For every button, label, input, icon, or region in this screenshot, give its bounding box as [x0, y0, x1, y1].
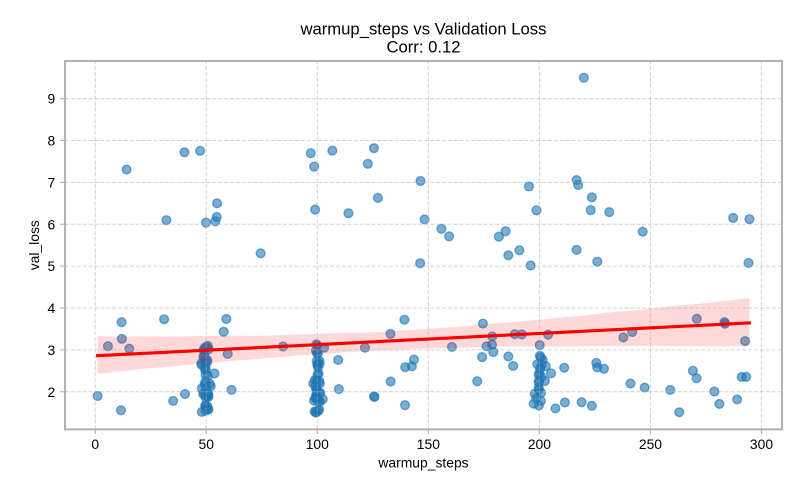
svg-text:2: 2: [48, 384, 56, 400]
svg-text:4: 4: [48, 300, 56, 316]
svg-text:50: 50: [199, 436, 215, 452]
svg-text:150: 150: [417, 436, 440, 452]
svg-text:9: 9: [48, 91, 56, 107]
svg-text:3: 3: [48, 342, 56, 358]
svg-text:6: 6: [48, 216, 56, 232]
svg-text:val_loss: val_loss: [26, 220, 42, 270]
svg-text:8: 8: [48, 133, 56, 149]
svg-text:300: 300: [750, 436, 773, 452]
svg-text:250: 250: [639, 436, 662, 452]
svg-text:200: 200: [528, 436, 551, 452]
svg-text:5: 5: [48, 258, 56, 274]
svg-text:7: 7: [48, 174, 56, 190]
svg-text:Corr: 0.12: Corr: 0.12: [386, 38, 460, 57]
svg-text:warmup_steps: warmup_steps: [377, 455, 468, 471]
svg-text:0: 0: [91, 436, 99, 452]
svg-text:100: 100: [306, 436, 329, 452]
svg-text:warmup_steps vs Validation Los: warmup_steps vs Validation Loss: [299, 20, 546, 39]
